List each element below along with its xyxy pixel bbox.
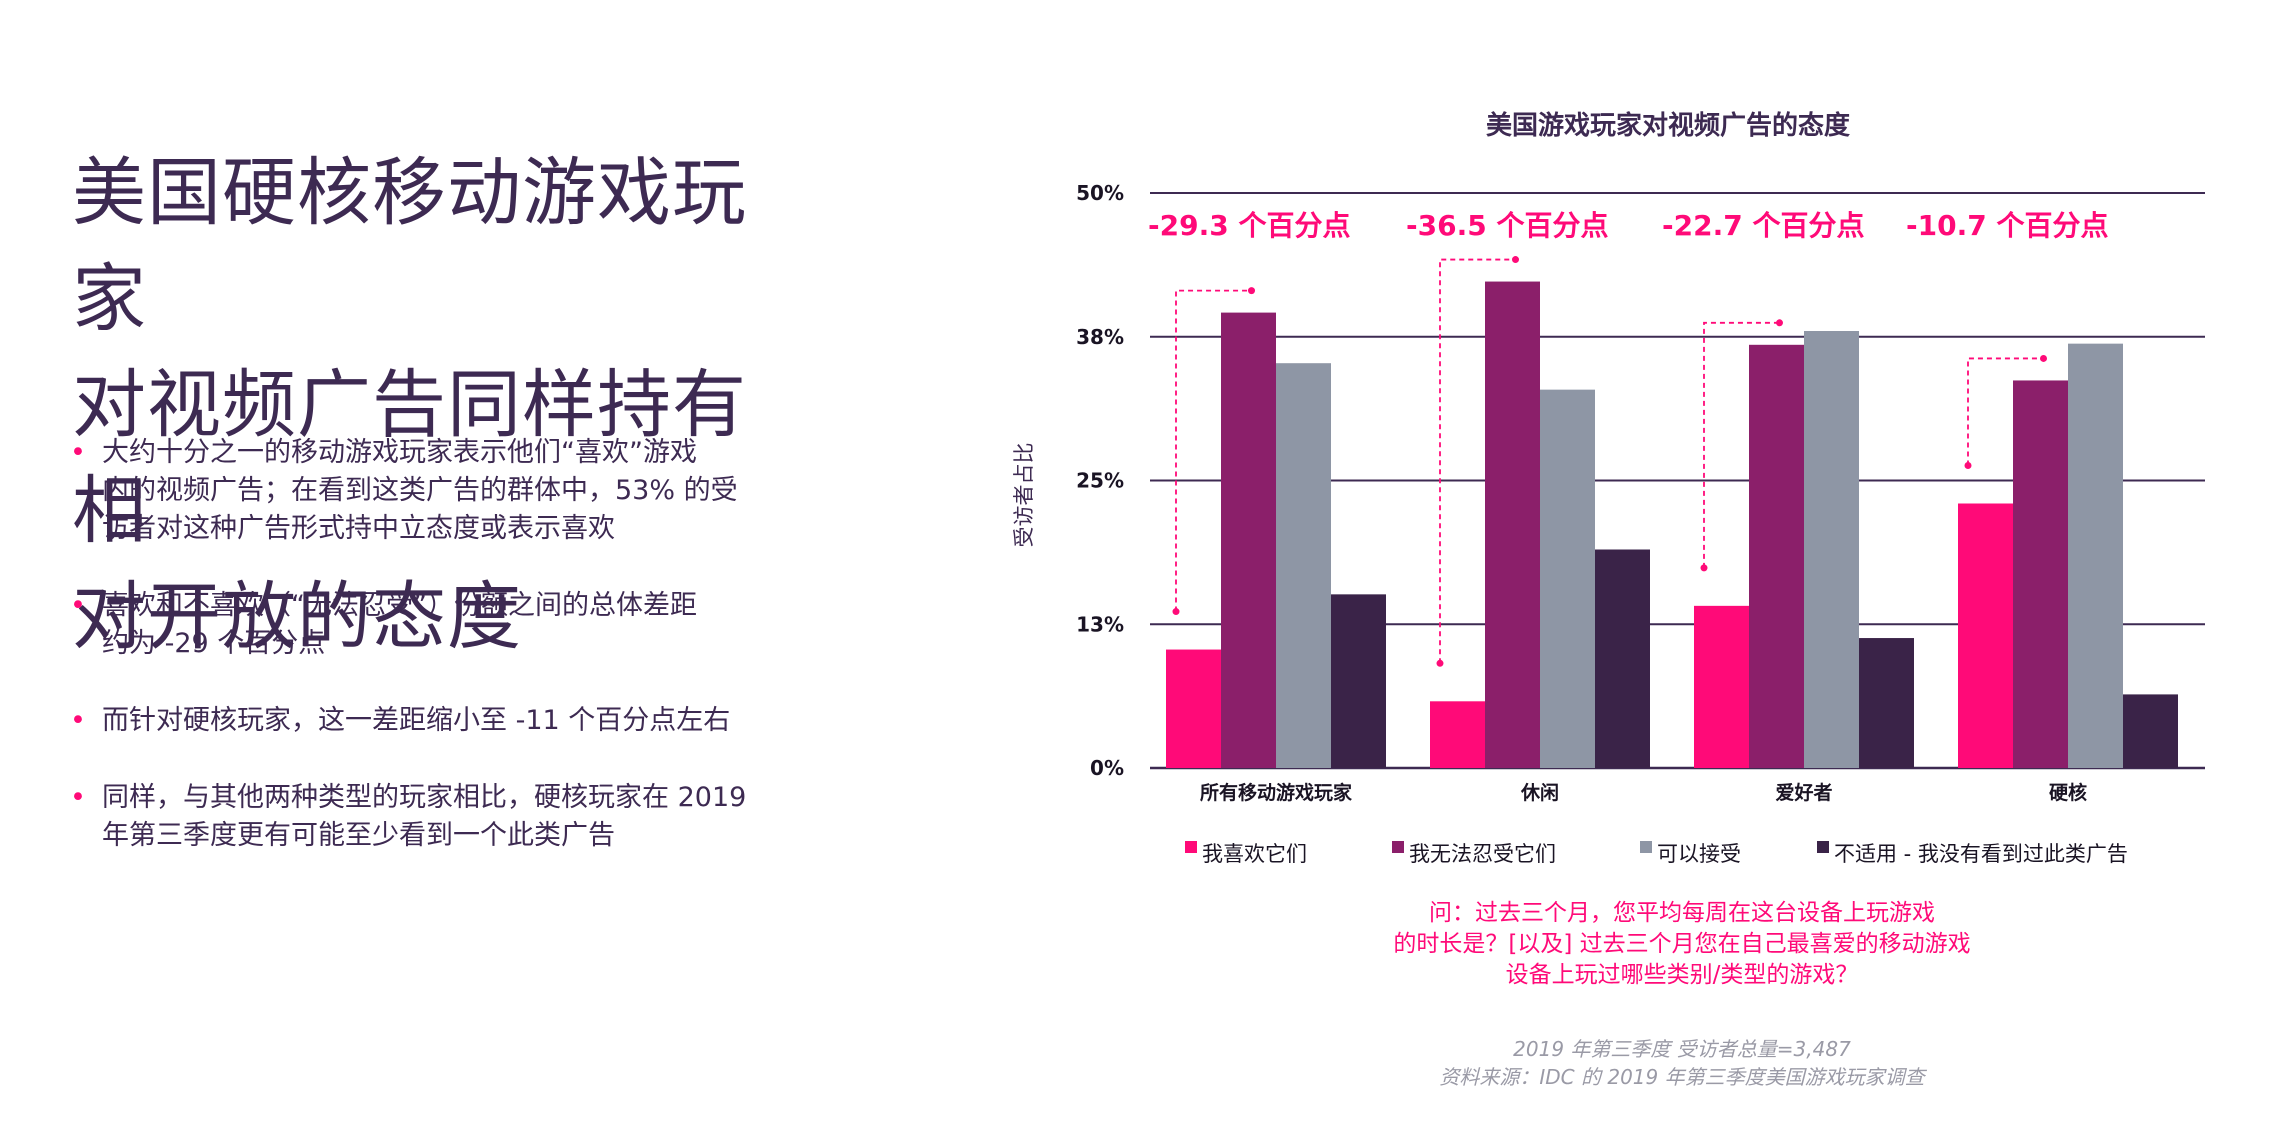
category-label: 爱好者 <box>1775 781 1832 804</box>
bullet-line: 年第三季度更有可能至少看到一个此类广告 <box>102 820 615 851</box>
connector-line <box>1439 258 1516 664</box>
annotations: -29.3 个百分点 -36.5 个百分点 -22.7 个百分点 -10.7 个百分点 <box>1148 209 2108 242</box>
annotation-connectors <box>1172 256 2047 667</box>
footnote-line: 2019 年第三季度 受访者总量=3,487 <box>1513 1037 1851 1061</box>
connector-dot <box>1172 608 1180 616</box>
bar-1-0 <box>1430 701 1485 768</box>
bar-3-1 <box>2013 380 2068 768</box>
legend-label: 我喜欢它们 <box>1202 842 1307 866</box>
bullet-line: 内的视频广告；在看到这类广告的群体中，53% 的受 <box>102 475 738 506</box>
bar-3-2 <box>2068 343 2123 768</box>
title-line: 对开放的态度 <box>72 574 522 660</box>
bar-0-3 <box>1331 594 1386 768</box>
question-line: 问：过去三个月，您平均每周在这台设备上玩游戏 <box>1429 900 1935 926</box>
bullet-list: • 大约十分之一的移动游戏玩家表示他们“喜欢”游戏 内的视频广告；在看到这类广告… <box>70 434 790 894</box>
annotation-label: -22.7 个百分点 <box>1662 209 1864 242</box>
chart-title: 美国游戏玩家对视频广告的态度 <box>1486 110 1850 141</box>
bar-3-3 <box>2123 694 2178 768</box>
annotation-label: -36.5 个百分点 <box>1406 209 1608 242</box>
y-tick-label: 13% <box>1076 612 1124 636</box>
question-line: 的时长是？[以及] 过去三个月您在自己最喜爱的移动游戏 <box>1393 931 1971 957</box>
bullet-item: • 大约十分之一的移动游戏玩家表示他们“喜欢”游戏 内的视频广告；在看到这类广告… <box>70 434 790 548</box>
connector-dot <box>2040 354 2047 362</box>
connector-dot <box>1248 287 1255 295</box>
category-label: 所有移动游戏玩家 <box>1200 781 1353 804</box>
connector-dot <box>1964 462 1972 469</box>
footnote-line: 资料来源：IDC 的 2019 年第三季度美国游戏玩家调查 <box>1439 1065 1925 1089</box>
bar-0-1 <box>1221 312 1276 768</box>
legend-swatch <box>1185 841 1197 853</box>
legend-label: 可以接受 <box>1657 842 1741 866</box>
title-line: 对视频广告同样持有相 <box>72 362 747 554</box>
legend-swatch <box>1817 841 1829 853</box>
bullet-line: 访者对这种广告形式持中立态度或表示喜欢 <box>102 513 615 544</box>
bullet-dot: • <box>70 590 86 621</box>
connector-line <box>1175 289 1252 612</box>
bar-2-3 <box>1859 638 1914 768</box>
connector-line <box>1967 357 2044 466</box>
bar-1-1 <box>1485 281 1540 768</box>
bar-0-2 <box>1276 363 1331 768</box>
bullet-item: • 喜欢和不喜欢（“无法忍受”）份额之间的总体差距 约为 -29 个百分点 <box>70 587 790 663</box>
legend-label: 我无法忍受它们 <box>1409 842 1556 866</box>
bullet-line: 约为 -29 个百分点 <box>102 628 326 659</box>
connector-dot <box>1512 256 1519 264</box>
bullet-item: • 而针对硬核玩家，这一差距缩小至 -11 个百分点左右 <box>70 702 790 740</box>
bullet-dot: • <box>70 782 86 813</box>
connector-dot <box>1700 564 1708 572</box>
bullet-line: 同样，与其他两种类型的玩家相比，硬核玩家在 2019 <box>102 782 747 813</box>
connector-dot <box>1436 659 1444 667</box>
bullet-line: 喜欢和不喜欢（“无法忍受”）份额之间的总体差距 <box>102 590 697 621</box>
connector-dot <box>1776 319 1783 327</box>
bullet-line: 而针对硬核玩家，这一差距缩小至 -11 个百分点左右 <box>102 705 731 736</box>
bullet-dot: • <box>70 705 86 736</box>
bullet-item: • 同样，与其他两种类型的玩家相比，硬核玩家在 2019 年第三季度更有可能至少… <box>70 779 790 855</box>
page-title: 美国硬核移动游戏玩家 对视频广告同样持有相 对开放的态度 <box>72 140 792 670</box>
bars <box>1166 281 2178 768</box>
bar-3-0 <box>1958 503 2013 768</box>
bullet-dot: • <box>70 437 86 468</box>
y-tick-label: 38% <box>1076 325 1124 349</box>
legend-swatch <box>1392 841 1404 853</box>
bar-0-0 <box>1166 649 1221 768</box>
bar-2-0 <box>1694 605 1749 768</box>
legend-swatch <box>1640 841 1652 853</box>
survey-question: 问：过去三个月，您平均每周在这台设备上玩游戏 的时长是？[以及] 过去三个月您在… <box>1262 898 2102 991</box>
y-tick-label: 50% <box>1076 181 1124 205</box>
y-tick-label: 0% <box>1090 756 1124 780</box>
annotation-label: -10.7 个百分点 <box>1906 209 2108 242</box>
legend-label: 不适用 - 我没有看到过此类广告 <box>1834 842 2128 866</box>
source-note: 2019 年第三季度 受访者总量=3,487 资料来源：IDC 的 2019 年… <box>1262 1035 2102 1091</box>
category-label: 硬核 <box>2049 781 2087 804</box>
bar-2-1 <box>1749 344 1804 768</box>
bar-1-3 <box>1595 549 1650 768</box>
category-label: 休闲 <box>1520 781 1559 804</box>
annotation-label: -29.3 个百分点 <box>1148 209 1350 242</box>
x-axis-labels: 所有移动游戏玩家 休闲 爱好者 硬核 <box>1200 781 2087 804</box>
bar-2-2 <box>1804 331 1859 768</box>
title-line: 美国硬核移动游戏玩家 <box>72 150 747 342</box>
legend: 我喜欢它们 我无法忍受它们 可以接受 不适用 - 我没有看到过此类广告 <box>1185 841 2128 866</box>
y-axis-label: 受访者占比 <box>1012 443 1036 548</box>
bullet-line: 大约十分之一的移动游戏玩家表示他们“喜欢”游戏 <box>102 437 697 468</box>
y-tick-label: 25% <box>1076 469 1124 493</box>
bar-1-2 <box>1540 389 1595 768</box>
question-line: 设备上玩过哪些类别/类型的游戏？ <box>1505 962 1859 988</box>
connector-line <box>1703 321 1780 568</box>
